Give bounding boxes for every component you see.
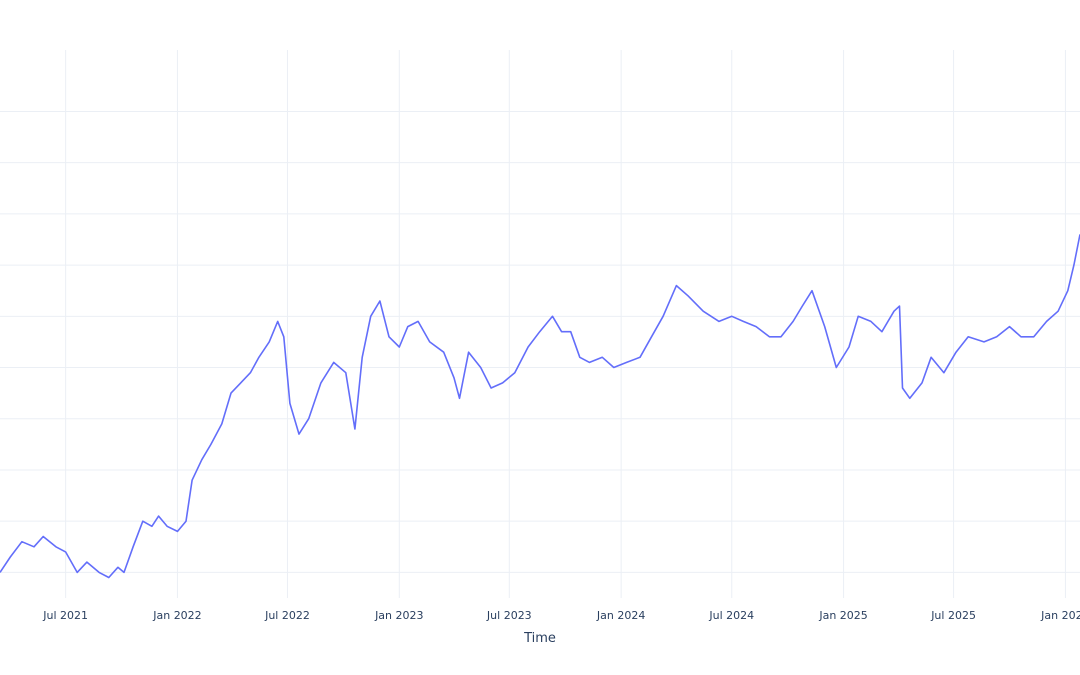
x-tick-labels: Jul 2021 Jan 2022 Jul 2022 Jan 2023 Jul 2023… [42,609,1080,622]
series-layer [0,234,1080,579]
x-tick-label: Jan 2025 [818,609,867,622]
x-tick-label: Jan 2022 [152,609,201,622]
x-tick-label: Jul 2025 [930,609,976,622]
x-gridlines [65,50,1066,598]
x-tick-label: Jan 2023 [374,609,423,622]
x-tick-label: Jan 2026 [1040,609,1080,622]
x-tick-label: Jul 2024 [708,609,754,622]
x-tick-label: Jul 2023 [486,609,532,622]
x-tick-label: Jul 2022 [264,609,310,622]
series-line [0,234,1080,579]
x-axis-title: Time [523,631,556,646]
x-tick-label: Jul 2021 [42,609,88,622]
x-tick-label: Jan 2024 [596,609,645,622]
y-gridlines [0,110,1080,573]
